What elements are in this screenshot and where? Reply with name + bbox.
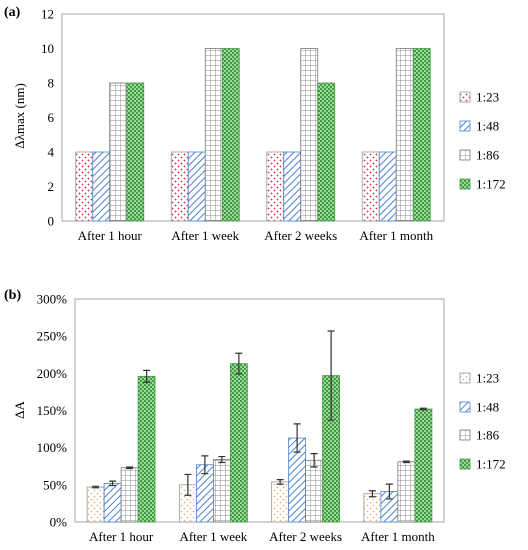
bar-1-172-0 — [126, 82, 145, 222]
bar-1-48-0 — [92, 151, 111, 222]
bar-1-172-3 — [412, 48, 431, 222]
y-tick-label: 300% — [37, 292, 68, 307]
error-bar-1-86-3 — [402, 460, 410, 464]
bar-1-86-1 — [204, 48, 223, 222]
legend-label: 1:86 — [476, 428, 500, 443]
y-tick-label: 6 — [48, 110, 55, 125]
error-bar-1-172-2 — [327, 330, 335, 421]
category-label: After 2 weeks — [269, 529, 342, 544]
y-tick-label: 150% — [37, 403, 68, 418]
bar-1-86-2 — [305, 459, 324, 523]
legend-swatch — [459, 91, 471, 103]
error-bar-1-23-3 — [368, 490, 376, 498]
panel-b-label: (b) — [4, 288, 21, 303]
error-bar-1-23-2 — [276, 479, 284, 485]
y-tick-label: 8 — [48, 76, 55, 91]
error-bar-1-172-3 — [419, 407, 427, 411]
bar-1-86-3 — [397, 461, 416, 523]
bar-1-172-3 — [414, 408, 433, 523]
category-label: After 1 hour — [78, 228, 143, 243]
y-tick-label: 0% — [50, 515, 68, 530]
error-bar-1-172-1 — [235, 352, 243, 375]
category-label: After 1 week — [171, 228, 239, 243]
bar-1-48-3 — [378, 151, 397, 222]
bar-1-86-1 — [212, 459, 231, 523]
y-tick-label: 0 — [48, 214, 55, 229]
legend-swatch — [459, 372, 471, 384]
error-bar-1-48-1 — [201, 455, 209, 475]
legend-swatch — [459, 178, 471, 190]
error-bar-1-23-0 — [92, 485, 100, 489]
bar-1-48-0 — [103, 482, 122, 523]
legend-label: 1:48 — [476, 400, 499, 415]
panel-a-y-axis-title: Δλmax (nm) — [12, 83, 27, 149]
legend-label: 1:23 — [476, 371, 499, 386]
error-bar-1-86-0 — [126, 466, 134, 470]
bar-1-172-0 — [137, 375, 156, 523]
bar-1-172-2 — [317, 82, 336, 222]
bar-1-23-0 — [75, 151, 94, 222]
bar-1-23-0 — [86, 486, 105, 523]
bar-1-23-2 — [271, 481, 290, 523]
y-tick-label: 12 — [41, 7, 54, 22]
legend-label: 1:23 — [476, 90, 499, 105]
error-bar-1-48-3 — [385, 483, 393, 500]
bar-1-86-3 — [395, 48, 414, 222]
legend-label: 1:48 — [476, 119, 499, 134]
bar-1-23-3 — [361, 151, 380, 222]
y-tick-label: 50% — [43, 477, 67, 492]
error-bar-1-86-1 — [218, 455, 226, 464]
bar-1-86-0 — [120, 467, 139, 523]
error-bar-1-48-0 — [109, 480, 117, 487]
category-label: After 1 week — [179, 529, 247, 544]
category-label: After 1 month — [361, 529, 435, 544]
error-bar-1-86-2 — [310, 453, 318, 468]
y-tick-label: 2 — [48, 179, 55, 194]
y-tick-label: 10 — [41, 41, 54, 56]
legend-swatch — [459, 401, 471, 413]
category-label: After 1 hour — [89, 529, 154, 544]
bar-1-86-0 — [109, 82, 128, 222]
error-bar-1-172-0 — [143, 369, 151, 383]
bar-1-48-1 — [187, 151, 206, 222]
bar-1-23-1 — [170, 151, 189, 222]
error-bar-1-23-1 — [184, 473, 192, 496]
category-label: After 1 month — [359, 228, 433, 243]
legend-swatch — [459, 120, 471, 132]
bar-1-23-2 — [266, 151, 285, 222]
bar-1-172-1 — [221, 48, 240, 222]
bar-1-172-1 — [229, 363, 248, 523]
y-tick-label: 250% — [37, 329, 68, 344]
category-label: After 2 weeks — [264, 228, 337, 243]
legend-swatch — [459, 458, 471, 470]
y-tick-label: 4 — [48, 145, 55, 160]
panel-b: (b) ΔA 0% 50% 100% 150% 200% 250% 300% After 1… — [4, 288, 506, 544]
bar-1-48-2 — [283, 151, 302, 222]
legend-swatch — [459, 149, 471, 161]
panel-a: (a) Δλmax (nm) 0 2 4 6 8 10 12 After 1 hour Aft… — [4, 5, 506, 243]
legend-swatch — [459, 429, 471, 441]
legend-label: 1:172 — [476, 177, 506, 192]
panel-b-y-axis-title: ΔA — [12, 401, 27, 419]
bar-1-86-2 — [300, 48, 319, 222]
error-bar-1-48-2 — [293, 423, 301, 453]
panel-a-label: (a) — [4, 5, 21, 20]
bar-1-23-3 — [363, 493, 382, 523]
plot-frame — [74, 298, 445, 523]
legend-label: 1:86 — [476, 148, 500, 163]
legend-label: 1:172 — [476, 457, 506, 472]
y-tick-label: 200% — [37, 366, 68, 381]
y-tick-label: 100% — [37, 440, 68, 455]
plot-frame — [61, 13, 445, 222]
